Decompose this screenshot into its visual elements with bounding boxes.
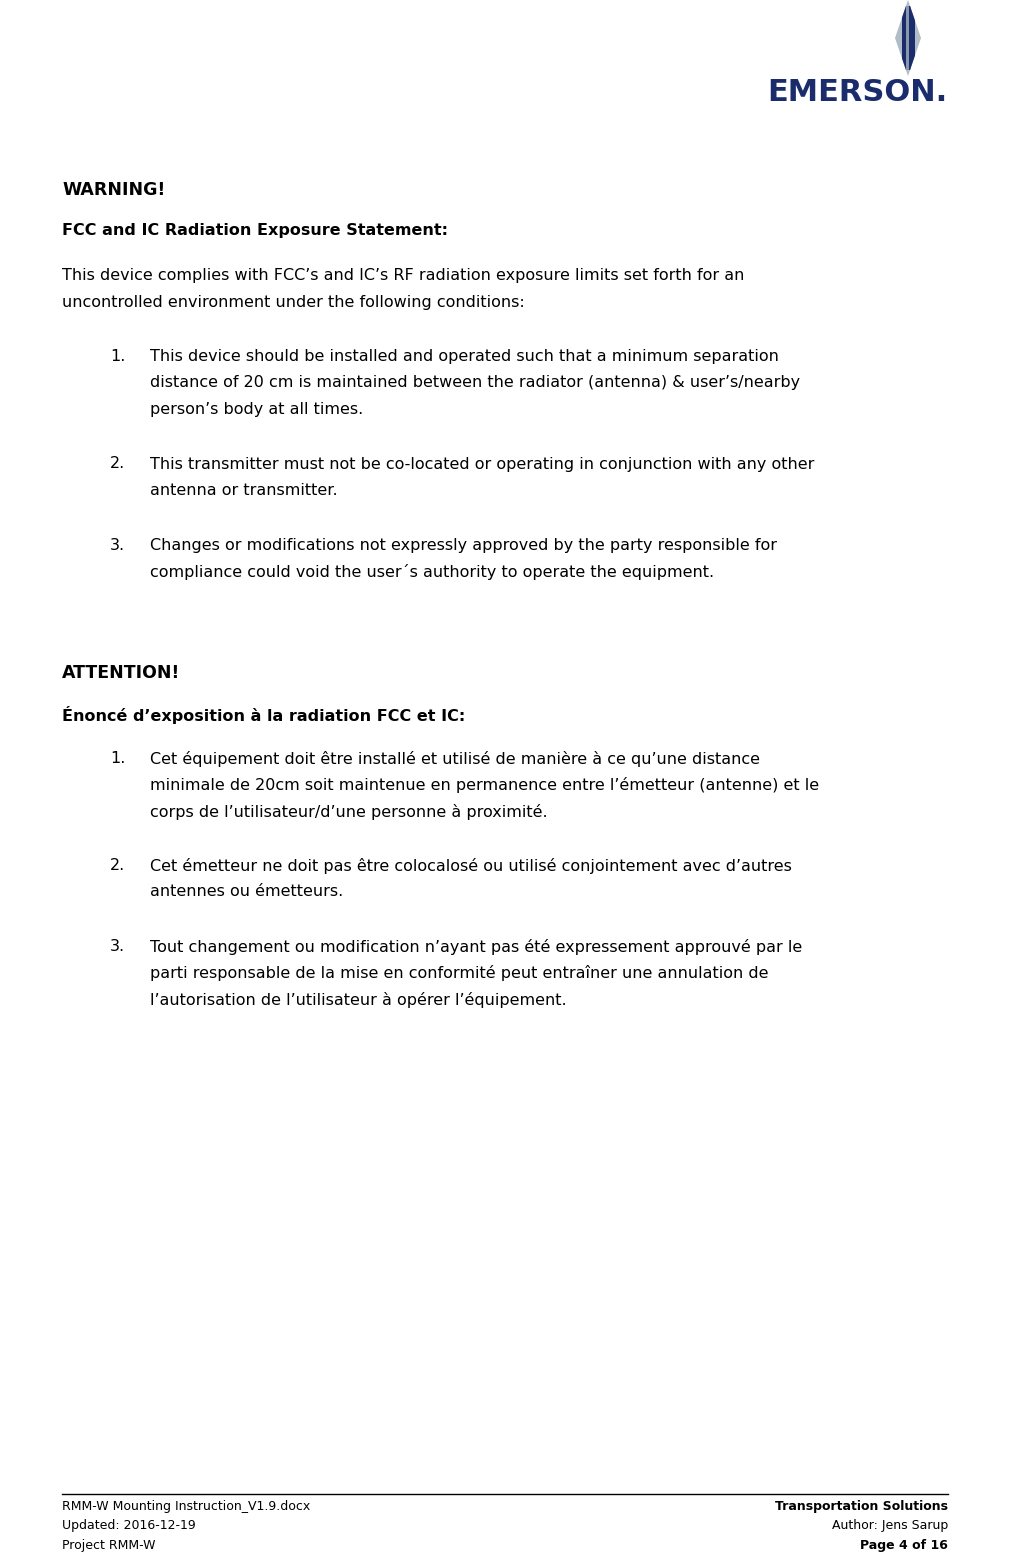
Text: EMERSON.: EMERSON.: [768, 78, 948, 106]
Text: minimale de 20cm soit maintenue en permanence entre l’émetteur (antenne) et le: minimale de 20cm soit maintenue en perma…: [150, 777, 819, 792]
Text: uncontrolled environment under the following conditions:: uncontrolled environment under the follo…: [62, 294, 525, 310]
Text: This transmitter must not be co-located or operating in conjunction with any oth: This transmitter must not be co-located …: [150, 457, 814, 471]
Text: corps de l’utilisateur/d’une personne à proximité.: corps de l’utilisateur/d’une personne à …: [150, 803, 547, 819]
Text: Énoncé d’exposition à la radiation FCC et IC:: Énoncé d’exposition à la radiation FCC e…: [62, 706, 466, 723]
Text: Cet équipement doit être installé et utilisé de manière à ce qu’une distance: Cet équipement doit être installé et uti…: [150, 750, 760, 766]
Polygon shape: [895, 0, 921, 77]
Text: Updated: 2016-12-19: Updated: 2016-12-19: [62, 1519, 196, 1533]
Text: 2.: 2.: [110, 457, 125, 471]
Text: 1.: 1.: [110, 349, 125, 363]
Text: antenna or transmitter.: antenna or transmitter.: [150, 482, 337, 498]
Polygon shape: [902, 6, 907, 70]
Text: Tout changement ou modification n’ayant pas été expressement approuvé par le: Tout changement ou modification n’ayant …: [150, 940, 802, 955]
Text: ATTENTION!: ATTENTION!: [62, 664, 180, 681]
Text: Cet émetteur ne doit pas être colocalosé ou utilisé conjointement avec d’autres: Cet émetteur ne doit pas être colocalosé…: [150, 858, 792, 874]
Text: Page 4 of 16: Page 4 of 16: [861, 1539, 948, 1552]
Text: Changes or modifications not expressly approved by the party responsible for: Changes or modifications not expressly a…: [150, 537, 777, 553]
Text: FCC and IC Radiation Exposure Statement:: FCC and IC Radiation Exposure Statement:: [62, 222, 448, 238]
Text: Transportation Solutions: Transportation Solutions: [775, 1500, 948, 1513]
Text: l’autorisation de l’utilisateur à opérer l’équipement.: l’autorisation de l’utilisateur à opérer…: [150, 991, 567, 1009]
Text: distance of 20 cm is maintained between the radiator (antenna) & user’s/nearby: distance of 20 cm is maintained between …: [150, 376, 800, 390]
Text: 3.: 3.: [110, 940, 125, 954]
Text: Project RMM-W: Project RMM-W: [62, 1539, 156, 1552]
Text: Author: Jens Sarup: Author: Jens Sarup: [832, 1519, 948, 1533]
Text: 1.: 1.: [110, 750, 125, 766]
Text: 3.: 3.: [110, 537, 125, 553]
Polygon shape: [906, 6, 910, 70]
Text: WARNING!: WARNING!: [62, 182, 166, 199]
Text: RMM-W Mounting Instruction_V1.9.docx: RMM-W Mounting Instruction_V1.9.docx: [62, 1500, 310, 1513]
Text: parti responsable de la mise en conformité peut entraîner une annulation de: parti responsable de la mise en conformi…: [150, 966, 769, 982]
Text: compliance could void the user´s authority to operate the equipment.: compliance could void the user´s authori…: [150, 564, 714, 579]
Text: person’s body at all times.: person’s body at all times.: [150, 402, 364, 417]
Text: This device should be installed and operated such that a minimum separation: This device should be installed and oper…: [150, 349, 779, 363]
Text: This device complies with FCC’s and IC’s RF radiation exposure limits set forth : This device complies with FCC’s and IC’s…: [62, 268, 744, 283]
Text: antennes ou émetteurs.: antennes ou émetteurs.: [150, 885, 343, 899]
Text: 2.: 2.: [110, 858, 125, 872]
Polygon shape: [909, 6, 914, 70]
